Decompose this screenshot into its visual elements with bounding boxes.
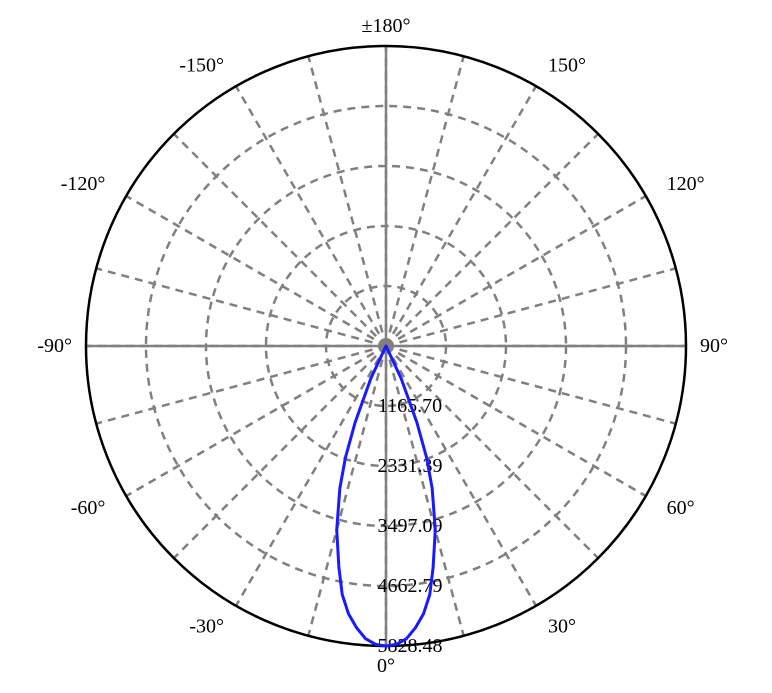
angle-label: -120° — [61, 173, 106, 195]
angle-label: 0° — [377, 655, 395, 677]
radial-label: 3497.09 — [378, 515, 443, 537]
angle-label: 120° — [667, 173, 705, 195]
polar-chart: 1165.702331.393497.094662.795828.48±180°… — [0, 0, 772, 693]
radial-label: 2331.39 — [378, 455, 443, 477]
angle-label: 150° — [548, 54, 586, 76]
angle-label: -30° — [189, 616, 224, 638]
angle-label: -150° — [179, 54, 224, 76]
angle-label: 30° — [548, 616, 576, 638]
angle-label: -60° — [71, 497, 106, 519]
angle-label: ±180° — [362, 15, 411, 37]
angle-label: -90° — [37, 335, 72, 357]
angle-label: 60° — [667, 497, 695, 519]
angle-label: 90° — [700, 335, 728, 357]
